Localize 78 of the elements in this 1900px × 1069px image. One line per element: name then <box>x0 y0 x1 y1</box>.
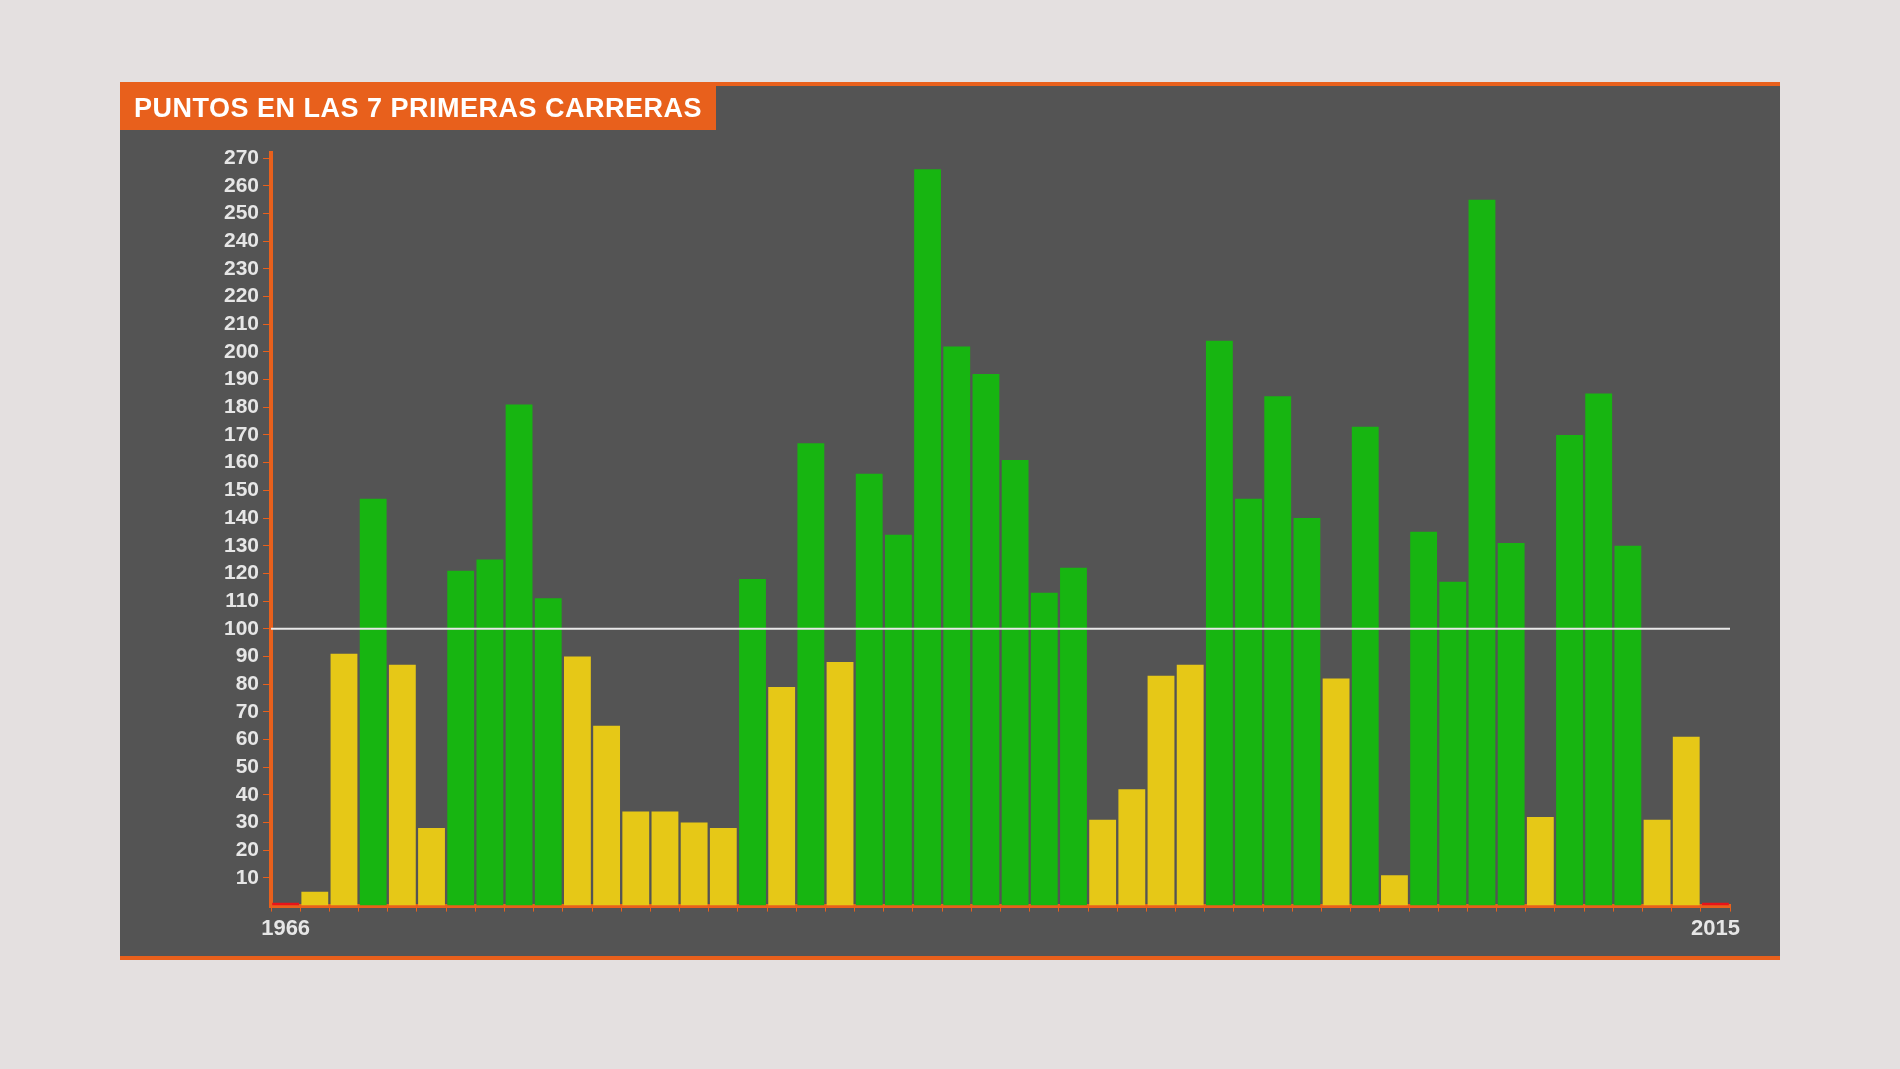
bar <box>1001 459 1029 906</box>
y-tick-label: 80 <box>235 670 260 694</box>
y-tick-label: 90 <box>235 643 260 667</box>
bar <box>855 473 883 906</box>
bar <box>972 374 1000 906</box>
bar <box>622 811 650 906</box>
bar <box>505 404 533 906</box>
bar <box>330 653 358 906</box>
bar <box>476 559 504 906</box>
bar <box>1556 434 1583 906</box>
bar <box>1089 819 1117 906</box>
bar <box>1643 819 1671 906</box>
y-tick-label: 260 <box>223 172 260 196</box>
bar <box>1672 736 1700 906</box>
bar <box>680 822 708 906</box>
y-tick-label: 70 <box>235 698 260 722</box>
y-tick-label: 270 <box>223 144 260 168</box>
bar <box>1439 581 1467 906</box>
bar <box>1293 518 1321 906</box>
y-tick-label: 210 <box>223 311 260 335</box>
y-tick-label: 190 <box>223 366 260 390</box>
bar <box>914 169 941 906</box>
y-tick-label: 140 <box>223 504 260 528</box>
bar <box>1235 498 1262 906</box>
bar <box>826 661 854 906</box>
bar <box>359 498 387 906</box>
bar <box>1585 393 1613 906</box>
y-tick-label: 230 <box>223 255 260 279</box>
y-tick-label: 20 <box>235 837 260 861</box>
bar <box>1614 545 1642 906</box>
x-tick-label: 1966 <box>261 914 311 940</box>
bar <box>418 828 445 906</box>
bar <box>1497 542 1525 906</box>
y-tick-label: 110 <box>225 587 260 611</box>
bar <box>768 686 796 906</box>
y-tick-label: 50 <box>235 753 260 777</box>
y-tick-label: 170 <box>223 421 260 445</box>
bar <box>1468 199 1496 906</box>
y-tick-label: 30 <box>235 809 260 833</box>
bar <box>797 443 825 906</box>
bar <box>447 570 475 906</box>
bar <box>301 891 329 906</box>
bar <box>1205 340 1233 906</box>
bar <box>943 346 971 906</box>
bar <box>1322 678 1350 906</box>
bar <box>1118 789 1146 906</box>
y-tick-label: 60 <box>235 726 260 750</box>
bar <box>534 598 562 906</box>
bar <box>1030 592 1058 906</box>
y-tick-label: 120 <box>223 560 260 584</box>
chart-title: PUNTOS EN LAS 7 PRIMERAS CARRERAS <box>120 86 717 130</box>
bar <box>388 664 416 906</box>
bar <box>1264 396 1292 906</box>
y-tick-label: 150 <box>223 477 260 501</box>
bar <box>739 578 766 906</box>
bar <box>1060 567 1087 906</box>
y-tick-label: 100 <box>223 615 260 639</box>
bar <box>1147 675 1175 906</box>
bar <box>884 534 912 906</box>
bar <box>1526 817 1554 906</box>
bar <box>651 811 679 906</box>
bar <box>564 656 591 906</box>
x-tick-label: 2015 <box>1690 914 1740 940</box>
y-tick-label: 250 <box>223 200 260 224</box>
y-tick-label: 40 <box>235 781 260 805</box>
y-tick-label: 180 <box>223 394 260 418</box>
bar <box>709 828 737 906</box>
y-tick-label: 160 <box>223 449 260 473</box>
y-tick-label: 10 <box>235 864 260 888</box>
y-tick-label: 130 <box>223 532 260 556</box>
bar <box>1381 875 1408 906</box>
y-tick-label: 220 <box>223 283 260 307</box>
y-tick-label: 200 <box>223 338 260 362</box>
bar <box>1351 426 1379 906</box>
y-tick-label: 240 <box>223 227 260 251</box>
bar <box>1410 531 1438 906</box>
bar <box>593 725 621 906</box>
bar <box>1176 664 1204 906</box>
